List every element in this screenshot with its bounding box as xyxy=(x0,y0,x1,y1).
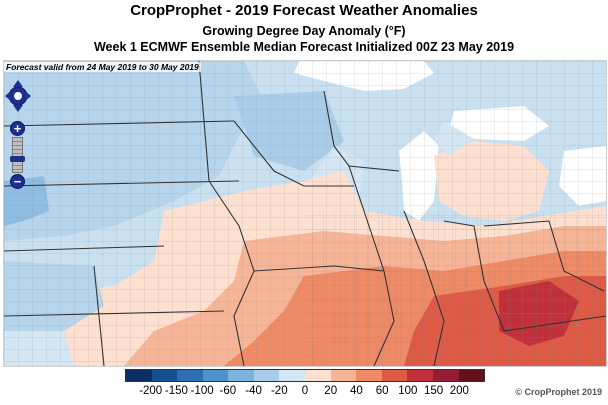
legend-tick-label: 20 xyxy=(324,385,338,397)
zoom-slider-handle[interactable] xyxy=(10,156,25,162)
legend-swatch xyxy=(407,370,433,381)
legend-tick-label: -200 xyxy=(139,385,163,397)
legend-tick-label: -40 xyxy=(245,385,262,397)
map-subtitle: Growing Degree Day Anomaly (°F) xyxy=(202,24,406,38)
zoom-in-icon[interactable]: + xyxy=(10,121,25,136)
legend-tick-label: 40 xyxy=(350,385,363,397)
legend-tick-label: 100 xyxy=(398,385,418,397)
legend-tick-label: 200 xyxy=(449,385,469,397)
legend-tick-label: -60 xyxy=(219,385,237,397)
forecast-valid-label: Forecast valid from 24 May 2019 to 30 Ma… xyxy=(4,62,201,72)
legend-swatch xyxy=(279,370,306,381)
legend-swatch xyxy=(228,370,254,381)
legend-swatch xyxy=(458,370,485,381)
legend-tick-label: -100 xyxy=(190,385,214,397)
legend-labels: -200 -150 -100 -60 -40 -20 0 20 40 60 100 150 200 xyxy=(0,385,608,399)
county-grid-east xyxy=(304,211,606,366)
pan-arrows-icon[interactable] xyxy=(5,79,31,113)
zoom-out-icon[interactable]: − xyxy=(10,174,25,189)
legend-tick-label: -20 xyxy=(270,385,288,397)
legend-swatch xyxy=(381,370,408,381)
legend-swatch xyxy=(356,370,382,381)
legend-tick-label: -150 xyxy=(164,385,188,397)
legend-swatch xyxy=(177,370,203,381)
copyright-text: © CropProphet 2019 xyxy=(515,387,602,397)
legend-swatch xyxy=(151,370,178,381)
zoom-bar[interactable] xyxy=(12,137,23,173)
color-legend xyxy=(125,369,485,382)
legend-swatch xyxy=(202,370,229,381)
legend-swatch xyxy=(330,370,357,381)
state-borders xyxy=(4,61,606,366)
legend-tick-label: 60 xyxy=(375,385,389,397)
legend-swatch xyxy=(253,370,280,381)
legend-tick-label: 0 xyxy=(301,385,309,397)
anomaly-map[interactable] xyxy=(3,60,607,367)
legend-swatch xyxy=(305,370,331,381)
legend-tick-label: 150 xyxy=(423,385,444,397)
legend-swatch xyxy=(432,370,459,381)
legend-swatch xyxy=(126,370,152,381)
forecast-description: Week 1 ECMWF Ensemble Median Forecast In… xyxy=(93,40,515,54)
map-canvas xyxy=(4,61,606,366)
page-title: CropProphet - 2019 Forecast Weather Anom… xyxy=(130,2,478,19)
